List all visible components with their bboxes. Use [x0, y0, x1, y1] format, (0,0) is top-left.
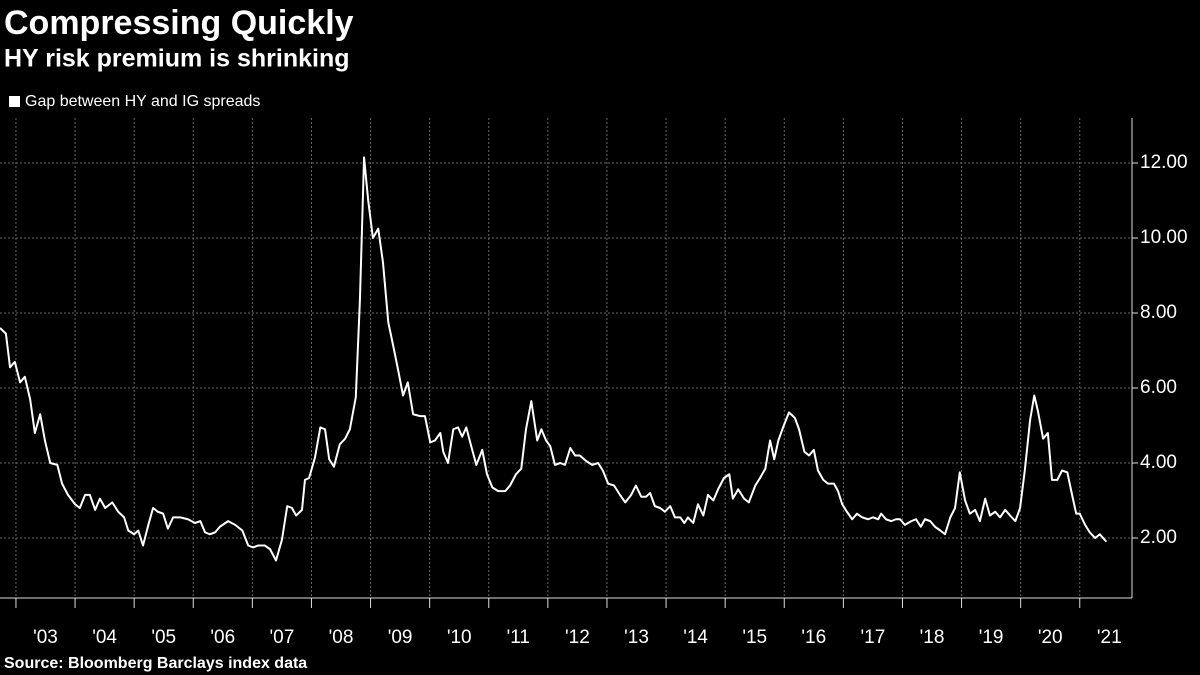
x-tick-label: '18 [920, 627, 945, 648]
chart-subtitle: HY risk premium is shrinking [4, 45, 349, 73]
x-tick-label: '17 [861, 627, 886, 648]
x-tick-label: '15 [742, 627, 767, 648]
x-tick-label: '19 [979, 627, 1004, 648]
y-tick-label: 8.00 [1140, 302, 1177, 323]
x-tick-label: '05 [151, 627, 176, 648]
x-tick-label: '07 [270, 627, 295, 648]
y-tick-label: 6.00 [1140, 377, 1177, 398]
x-tick-label: '12 [565, 627, 590, 648]
y-tick-label: 2.00 [1140, 527, 1177, 548]
x-tick-label: '06 [210, 627, 235, 648]
x-tick-label: '14 [683, 627, 708, 648]
x-tick-label: '09 [388, 627, 413, 648]
x-tick-label: '11 [507, 627, 530, 648]
x-tick-label: '21 [1097, 627, 1122, 648]
y-tick-label: 10.00 [1140, 227, 1188, 248]
chart-title: Compressing Quickly [4, 4, 354, 42]
x-tick-label: '10 [447, 627, 472, 648]
x-tick-label: '16 [801, 627, 826, 648]
y-tick-label: 4.00 [1140, 452, 1177, 473]
legend-swatch [9, 96, 20, 107]
source-note: Source: Bloomberg Barclays index data [4, 655, 307, 672]
x-tick-label: '08 [329, 627, 354, 648]
x-tick-label: '03 [33, 627, 58, 648]
x-tick-label: '13 [624, 627, 649, 648]
legend-label: Gap between HY and IG spreads [25, 93, 260, 110]
x-tick-label: '04 [92, 627, 117, 648]
x-tick-label: '20 [1038, 627, 1063, 648]
y-tick-label: 12.00 [1140, 152, 1188, 173]
data-line [0, 156, 1108, 562]
